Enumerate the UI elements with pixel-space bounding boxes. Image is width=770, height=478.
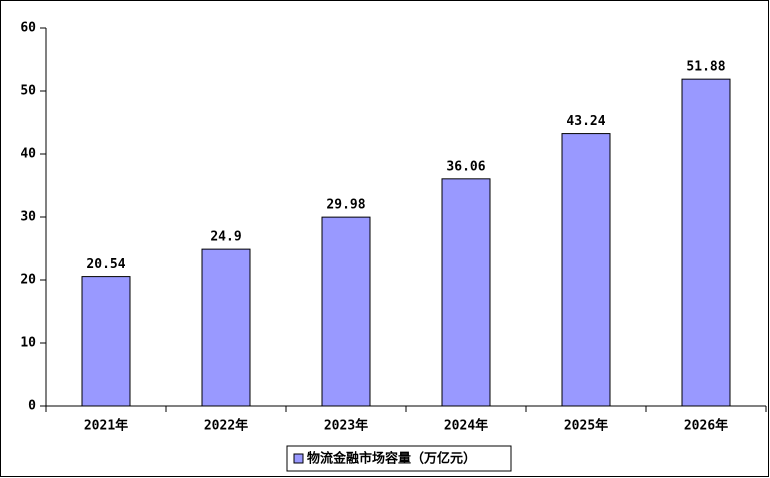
- bar: [201, 248, 251, 407]
- x-tick-label: 2022年: [204, 418, 248, 434]
- x-tick-label: 2025年: [564, 418, 608, 434]
- bar: [681, 78, 731, 407]
- bar: [441, 178, 491, 407]
- y-tick-label: 20: [20, 273, 36, 288]
- data-label: 36.06: [446, 159, 485, 174]
- legend-swatch: [293, 453, 304, 464]
- bar: [321, 216, 371, 407]
- x-tick-label: 2024年: [444, 418, 488, 434]
- y-tick-label: 50: [20, 84, 36, 99]
- legend-label: 物流金融市场容量（万亿元）: [307, 451, 476, 467]
- x-tick-label: 2026年: [684, 418, 728, 434]
- y-tick-label: 60: [20, 21, 36, 36]
- y-tick-label: 10: [20, 336, 36, 351]
- y-tick-label: 30: [20, 210, 36, 225]
- x-tick-label: 2023年: [324, 418, 368, 434]
- y-tick-label: 0: [28, 399, 36, 414]
- x-tick-label: 2021年: [84, 418, 128, 434]
- data-label: 51.88: [686, 60, 725, 75]
- data-label: 20.54: [86, 257, 125, 272]
- data-label: 24.9: [210, 230, 241, 245]
- legend-box: [286, 445, 512, 472]
- y-tick-label: 40: [20, 147, 36, 162]
- bar: [561, 133, 611, 407]
- data-label: 43.24: [566, 114, 605, 129]
- bar: [81, 276, 131, 407]
- data-label: 29.98: [326, 198, 365, 213]
